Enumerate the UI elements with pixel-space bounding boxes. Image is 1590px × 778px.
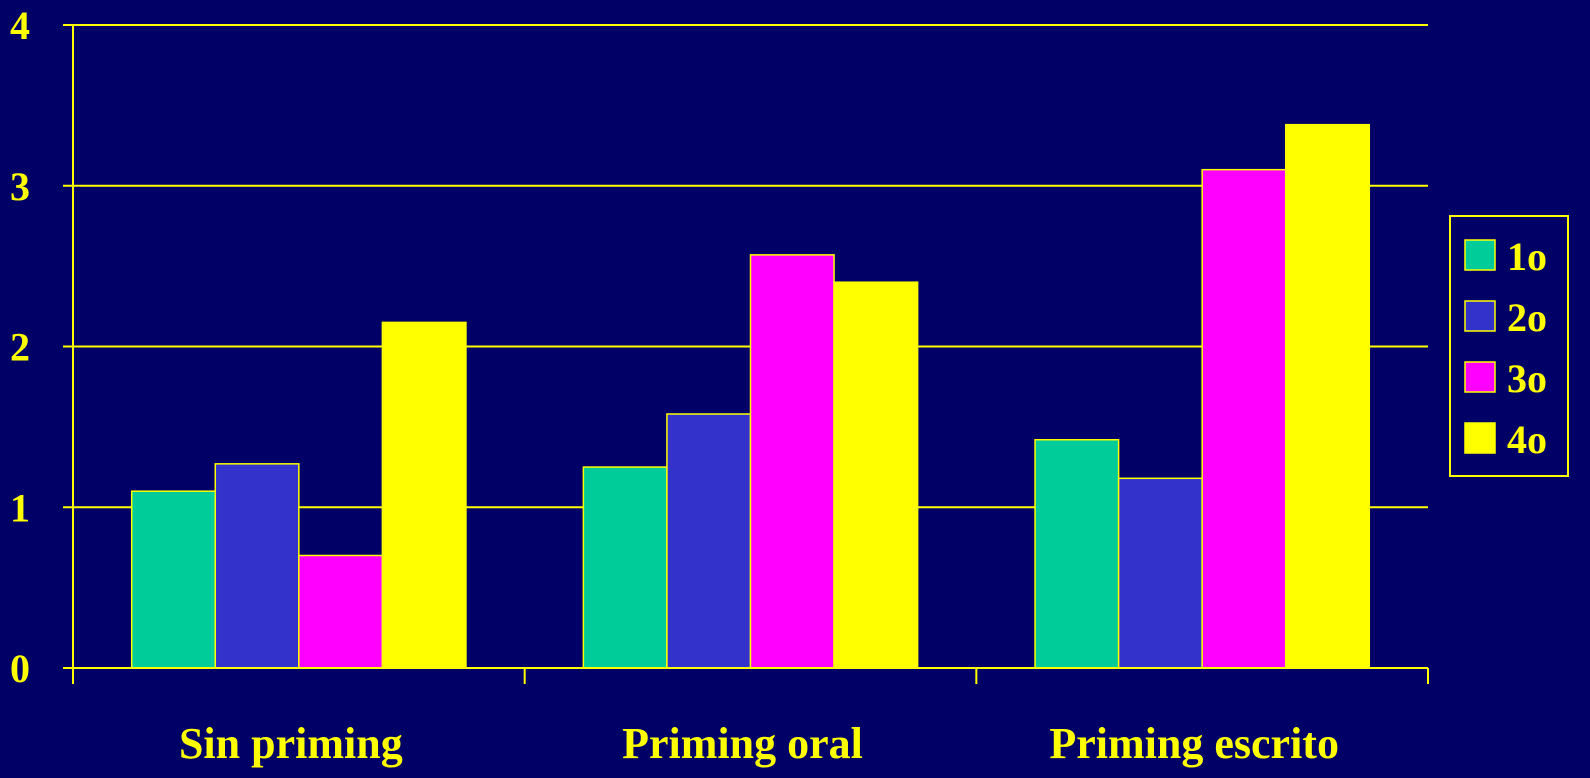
legend-swatch xyxy=(1464,300,1496,332)
legend-swatch xyxy=(1464,361,1496,393)
bar-1o-priming-oral xyxy=(582,466,668,669)
bar-1o-priming-escrito xyxy=(1034,438,1120,669)
x-category-label: Priming oral xyxy=(622,719,863,768)
y-tick-label: 2 xyxy=(10,325,30,370)
legend: 1o 2o 3o 4o xyxy=(1449,215,1569,477)
y-tick-label: 3 xyxy=(10,164,30,209)
legend-label: 1o xyxy=(1507,234,1547,279)
bar-3o-priming-escrito xyxy=(1201,168,1287,669)
bar-4o-priming-escrito xyxy=(1284,123,1371,669)
legend-swatch xyxy=(1464,239,1496,271)
legend-swatch xyxy=(1464,422,1496,454)
axes-layer xyxy=(63,24,1429,684)
bar-1o-sin-priming xyxy=(130,490,217,669)
x-category-label: Sin priming xyxy=(179,719,403,768)
bar-2o-sin-priming xyxy=(214,463,300,669)
bar-4o-sin-priming xyxy=(381,321,467,669)
y-tick-label: 0 xyxy=(10,646,30,691)
bar-2o-priming-escrito xyxy=(1117,477,1203,669)
legend-label: 3o xyxy=(1507,356,1547,401)
bar-4o-priming-oral xyxy=(833,281,919,669)
labels-layer: 0 1 2 3 4 Sin priming Priming oral Priming escr… xyxy=(10,3,1339,768)
bar-3o-sin-priming xyxy=(298,554,384,669)
y-tick-label: 1 xyxy=(10,485,30,530)
legend-label: 2o xyxy=(1507,295,1547,340)
legend-label: 4o xyxy=(1507,417,1547,462)
y-tick-label: 4 xyxy=(10,3,30,48)
x-category-label: Priming escrito xyxy=(1049,719,1339,768)
bar-2o-priming-oral xyxy=(666,413,752,669)
bars-layer xyxy=(130,123,1371,669)
bar-3o-priming-oral xyxy=(749,254,835,669)
legend-box xyxy=(1449,215,1569,477)
